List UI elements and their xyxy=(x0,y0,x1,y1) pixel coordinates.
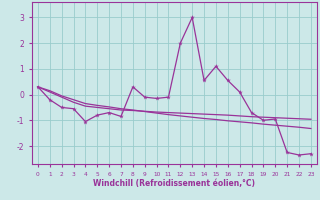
X-axis label: Windchill (Refroidissement éolien,°C): Windchill (Refroidissement éolien,°C) xyxy=(93,179,255,188)
